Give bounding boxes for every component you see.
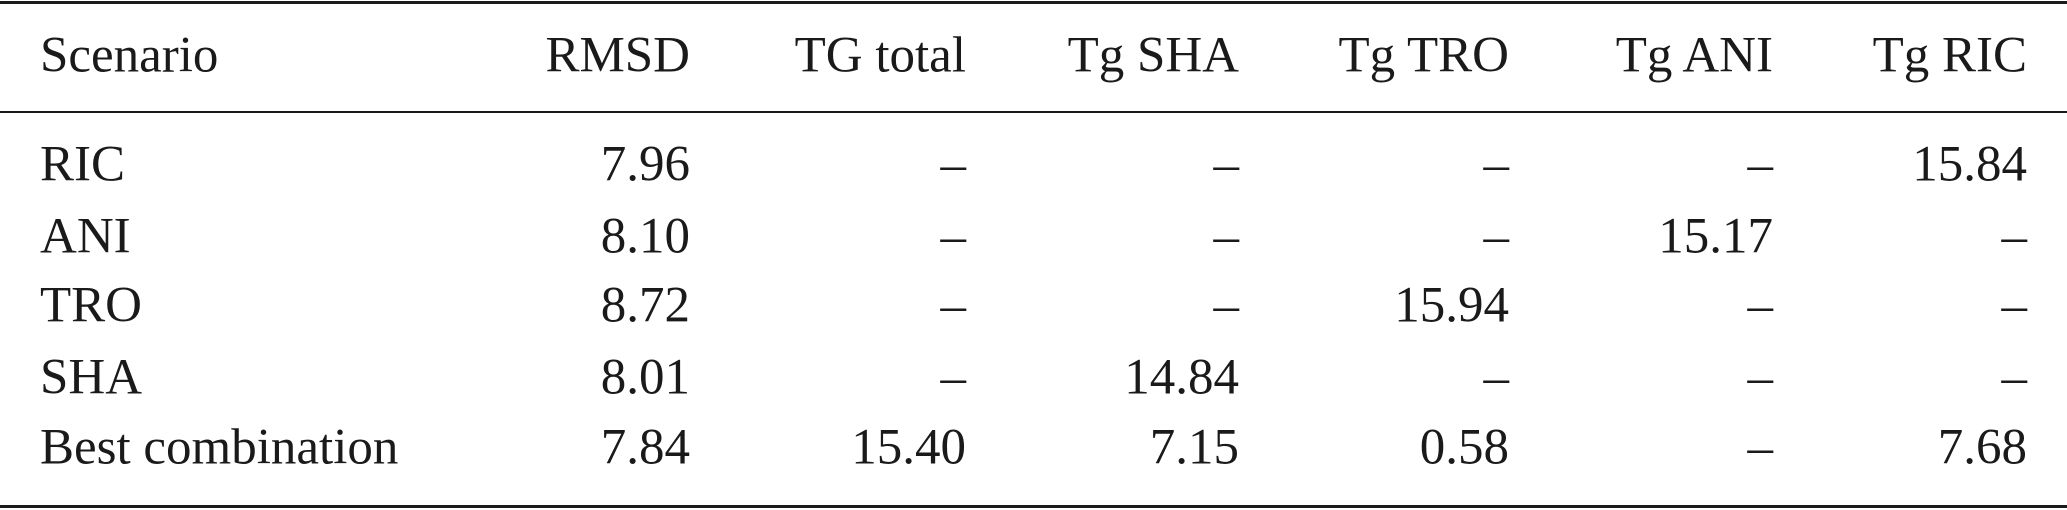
- row-label: Best combination: [40, 419, 399, 476]
- column-header: Tg SHA: [1067, 27, 1239, 84]
- table-cell: 7.68: [1937, 419, 2027, 476]
- table-cell: 15.84: [1912, 136, 2027, 193]
- column-header: RMSD: [545, 27, 690, 84]
- column-header: Tg ANI: [1615, 27, 1773, 84]
- table-cell: 0.58: [1419, 419, 1509, 476]
- bottom-rule: [0, 505, 2067, 508]
- table-cell: –: [940, 208, 967, 265]
- table-cell: –: [2001, 277, 2028, 334]
- table-cell: 8.10: [600, 208, 690, 265]
- row-label: SHA: [40, 349, 143, 406]
- table-cell: 7.96: [600, 136, 690, 193]
- table-cell: –: [1747, 136, 1774, 193]
- table-cell: –: [1483, 208, 1510, 265]
- table-cell: –: [2001, 208, 2028, 265]
- row-label: RIC: [40, 136, 126, 193]
- table-cell: –: [940, 277, 967, 334]
- table-cell: 8.01: [600, 349, 690, 406]
- table-cell: –: [1483, 136, 1510, 193]
- table-cell: –: [1213, 208, 1240, 265]
- table-cell: 7.84: [600, 419, 690, 476]
- table-cell: –: [2001, 349, 2028, 406]
- column-header: Tg RIC: [1872, 27, 2027, 84]
- table-cell: –: [940, 136, 967, 193]
- table-cell: –: [1213, 277, 1240, 334]
- table-cell: –: [1747, 277, 1774, 334]
- table-cell: 7.15: [1149, 419, 1239, 476]
- table-cell: –: [1213, 136, 1240, 193]
- table-cell: 15.17: [1658, 208, 1773, 265]
- table-cell: 15.94: [1394, 277, 1509, 334]
- table-cell: –: [940, 349, 967, 406]
- row-label: ANI: [40, 208, 131, 265]
- table-cell: –: [1747, 349, 1774, 406]
- row-label: TRO: [40, 277, 142, 334]
- column-header: Scenario: [40, 27, 219, 84]
- table-cell: –: [1483, 349, 1510, 406]
- table-cell: 14.84: [1124, 349, 1239, 406]
- header-rule: [0, 111, 2067, 113]
- table-cell: 8.72: [600, 277, 690, 334]
- top-rule: [0, 1, 2067, 4]
- column-header: Tg TRO: [1338, 27, 1509, 84]
- column-header: TG total: [794, 27, 966, 84]
- table-cell: 15.40: [851, 419, 966, 476]
- table-cell: –: [1747, 419, 1774, 476]
